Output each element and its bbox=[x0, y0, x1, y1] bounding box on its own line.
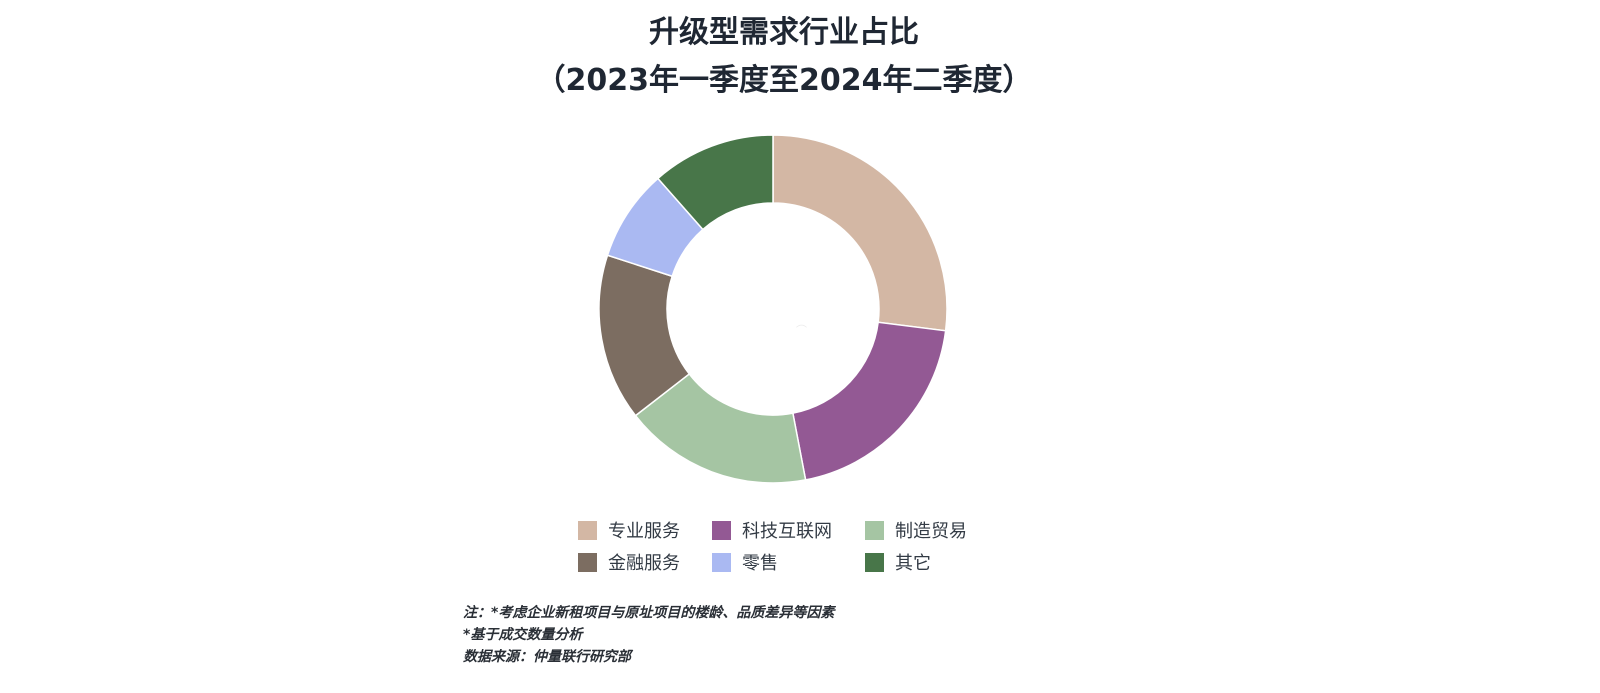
legend-item: 科技互联网 bbox=[712, 518, 832, 542]
legend-swatch bbox=[578, 520, 597, 540]
legend-item: 金融服务 bbox=[578, 550, 680, 574]
legend-label: 其它 bbox=[895, 553, 931, 574]
donut-slice-6 bbox=[656, 134, 774, 231]
donut-slice-2 bbox=[791, 321, 947, 481]
legend-swatch bbox=[865, 520, 884, 540]
legend-item: 其它 bbox=[865, 550, 931, 574]
legend-swatch bbox=[712, 552, 731, 572]
legend-swatch bbox=[865, 552, 884, 572]
legend-swatch bbox=[578, 552, 597, 572]
legend-label: 专业服务 bbox=[608, 521, 680, 542]
chart-notes: 注：*考虑企业新租项目与原址项目的楼龄、品质差异等因素 *基于成交数量分析 数据… bbox=[463, 602, 834, 668]
note-line: 注：*考虑企业新租项目与原址项目的楼龄、品质差异等因素 bbox=[463, 605, 835, 621]
legend-label: 金融服务 bbox=[608, 553, 680, 574]
legend-label: 零售 bbox=[742, 553, 778, 574]
legend-item: 制造贸易 bbox=[865, 518, 967, 542]
source-line: 数据来源：仲量联行研究部 bbox=[463, 649, 631, 665]
watermark-logo: ⌒ bbox=[796, 324, 807, 337]
legend-swatch bbox=[712, 520, 731, 540]
chart-title-line-2: （2023年一季度至2024年二季度） bbox=[535, 63, 1033, 98]
legend-label: 制造贸易 bbox=[895, 521, 967, 542]
legend-item: 专业服务 bbox=[578, 518, 680, 542]
note-line: *基于成交数量分析 bbox=[463, 627, 583, 643]
chart-title-line-1: 升级型需求行业占比 bbox=[649, 15, 919, 50]
donut-slice-1 bbox=[772, 134, 948, 332]
legend-item: 零售 bbox=[712, 550, 778, 574]
legend-label: 科技互联网 bbox=[742, 521, 832, 542]
